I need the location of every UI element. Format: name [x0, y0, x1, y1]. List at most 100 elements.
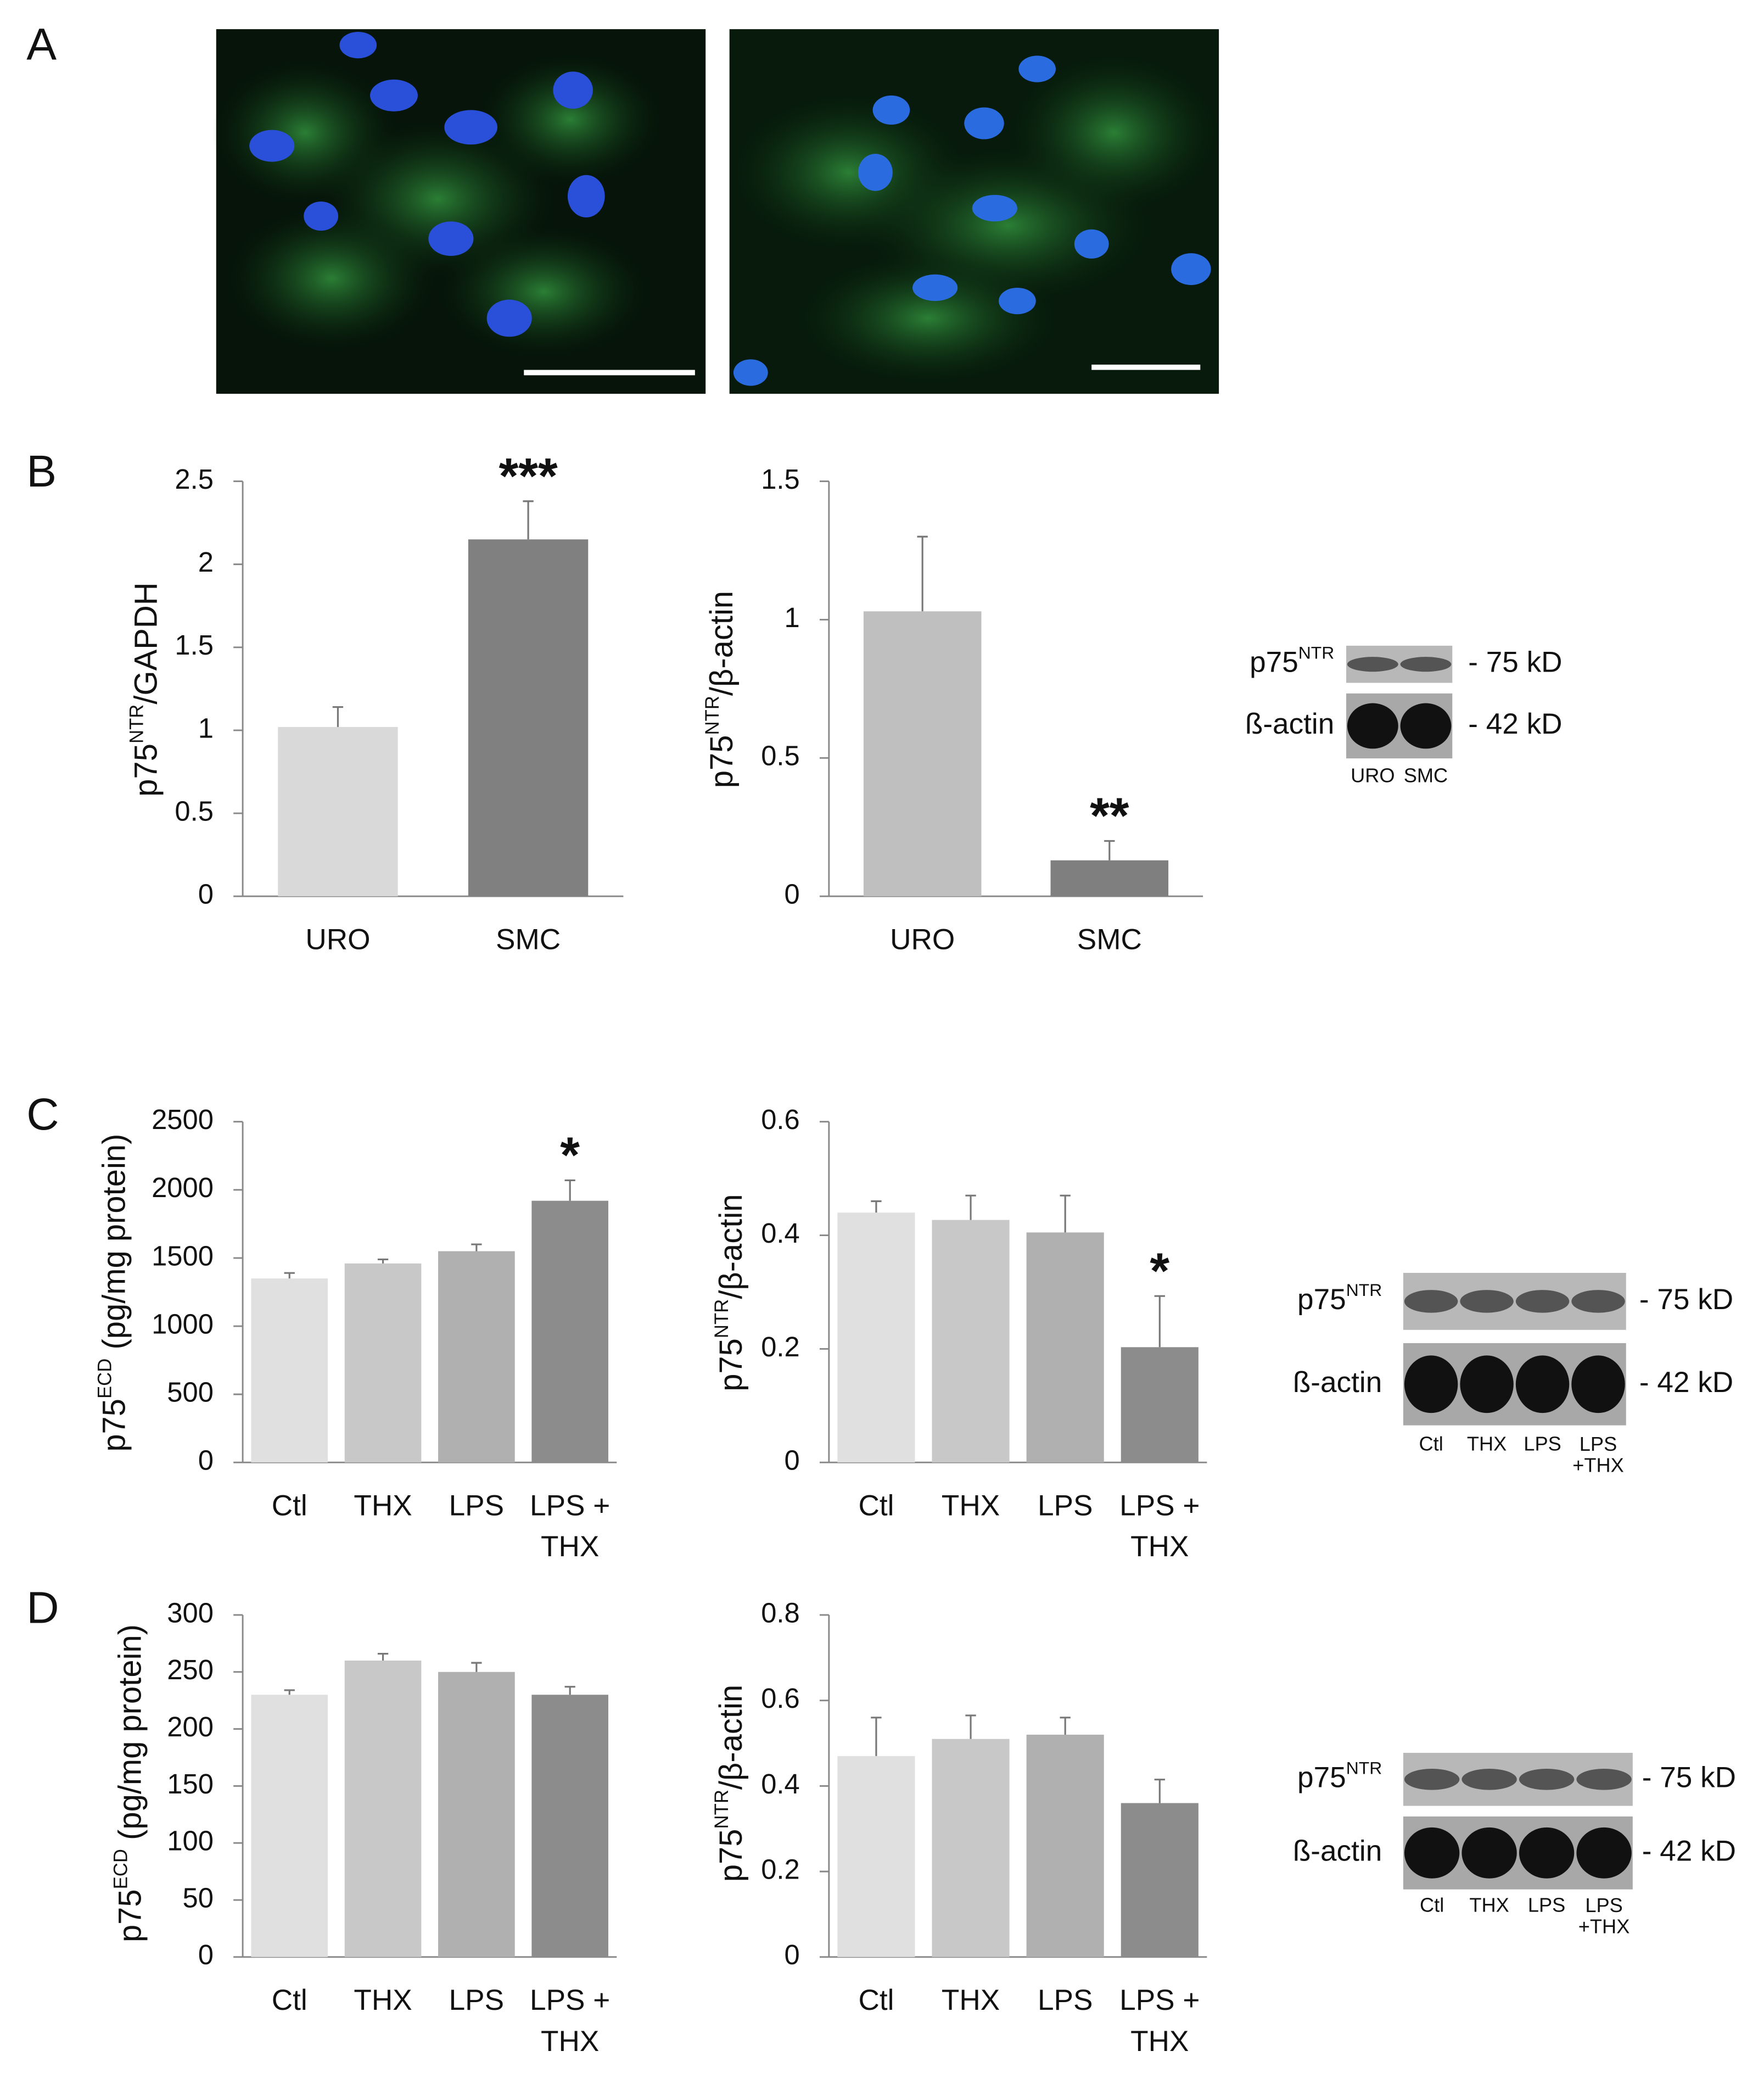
blot-row-label-part: p75 [1297, 1283, 1346, 1316]
blot-lane-label-line: LPS [1580, 1432, 1617, 1455]
blot-lane-label: URO [1351, 764, 1395, 786]
x-tick-label: LPS + THX [1119, 1489, 1200, 1563]
y-axis-label-part: p75 [129, 744, 164, 797]
x-tick-label: Ctl [858, 1984, 894, 2016]
blot-band [1461, 1768, 1517, 1790]
blot-band [1400, 657, 1452, 672]
blot-size-label: - 75 kD [1468, 646, 1562, 679]
x-tick-label-line: THX [541, 1530, 599, 1563]
y-tick-label: 0.5 [175, 795, 214, 826]
blot-lane-label: LPS +THX [1572, 1432, 1624, 1476]
bar [531, 1200, 609, 1463]
blot-band [1347, 703, 1398, 749]
x-tick-label: LPS + THX [530, 1984, 610, 2058]
y-tick-label: 1.5 [175, 629, 214, 661]
y-tick-label: 0 [785, 879, 800, 910]
blot-band [1404, 1290, 1458, 1313]
y-tick-label: 0.8 [761, 1597, 800, 1628]
bar [344, 1263, 422, 1463]
bar [1121, 1347, 1199, 1463]
y-axis-label-part: NTR [127, 705, 148, 744]
blot-lane-label: SMC [1404, 764, 1448, 786]
y-tick-label: 1000 [152, 1308, 214, 1339]
y-axis-label: p75NTR/β-actin [712, 1685, 749, 1882]
blot-size-label: - 42 kD [1468, 708, 1562, 740]
x-tick-label: THX [354, 1984, 412, 2016]
y-tick-label: 0.5 [761, 740, 800, 772]
x-tick-label: LPS [449, 1489, 504, 1522]
micrograph [729, 29, 1220, 394]
x-tick-label: SMC [1077, 923, 1142, 955]
y-axis-label: p75NTR/GAPDH [127, 582, 164, 796]
bar [863, 611, 982, 897]
blot-lane-label-line: LPS [1585, 1894, 1622, 1916]
y-axis-label-part: p75 [714, 1829, 749, 1882]
bar [468, 539, 589, 897]
blot-band [1519, 1768, 1575, 1790]
panel-label: D [26, 1583, 59, 1633]
bar [1026, 1734, 1104, 1957]
x-tick-label-line: LPS + [530, 1984, 610, 2016]
y-tick-label: 0.4 [761, 1217, 800, 1249]
bar [278, 726, 398, 897]
blot-band [1515, 1355, 1570, 1413]
x-tick-label: Ctl [272, 1489, 307, 1522]
y-axis-label-part: p75 [113, 1889, 148, 1942]
x-tick-label: LPS + THX [530, 1489, 610, 1563]
x-tick-label-line: LPS + [530, 1489, 610, 1522]
x-tick-label: Ctl [272, 1984, 307, 2016]
bar [1026, 1232, 1104, 1463]
blot-band [1404, 1355, 1458, 1413]
x-tick-label-line: LPS + [1119, 1489, 1200, 1522]
panel-label: B [26, 446, 57, 496]
blot-lane-label-line: +THX [1572, 1454, 1624, 1476]
y-tick-label: 2 [198, 546, 214, 578]
blot-size-label: - 75 kD [1642, 1761, 1736, 1793]
y-tick-label: 1 [198, 712, 214, 744]
x-tick-label: LPS [449, 1984, 504, 2016]
bar [344, 1660, 422, 1957]
y-axis-label-part: /β-actin [704, 591, 740, 696]
x-tick-label: URO [305, 923, 370, 955]
x-tick-label: SMC [496, 923, 561, 955]
y-axis-label-part: p75 [714, 1338, 749, 1391]
blot-size-label: - 75 kD [1639, 1283, 1733, 1316]
y-tick-label: 1500 [152, 1240, 214, 1271]
blot-band [1576, 1768, 1632, 1790]
blot-row-label-part: NTR [1346, 1280, 1382, 1300]
y-axis-label-part: (pg/mg protein) [113, 1624, 148, 1849]
blot-row-label-part: ß-actin [1245, 708, 1334, 740]
y-axis-label-part: p75 [704, 735, 740, 788]
y-tick-label: 300 [167, 1597, 214, 1628]
y-tick-label: 0.4 [761, 1768, 800, 1799]
bar [531, 1695, 609, 1957]
blot-row-label-part: NTR [1346, 1758, 1382, 1778]
blot-row-label: ß-actin [1245, 708, 1334, 740]
bar [932, 1220, 1010, 1463]
significance-label: *** [499, 448, 558, 504]
bar [251, 1278, 328, 1463]
y-axis-label-part: /β-actin [714, 1194, 749, 1299]
blot-lane-label: THX [1467, 1432, 1507, 1455]
y-axis-label: p75ECD (pg/mg protein) [95, 1134, 132, 1452]
blot-band [1404, 1827, 1460, 1879]
x-tick-label-line: LPS + [1119, 1984, 1200, 2016]
y-tick-label: 0.6 [761, 1683, 800, 1714]
bar [438, 1672, 515, 1957]
panel-label: C [26, 1089, 59, 1139]
blot-band [1460, 1355, 1514, 1413]
blot-lane-label: Ctl [1420, 1894, 1444, 1916]
x-tick-label: LPS [1038, 1489, 1093, 1522]
y-tick-label: 200 [167, 1711, 214, 1742]
blot-size-label: - 42 kD [1642, 1835, 1736, 1867]
blot-lane-label-line: +THX [1578, 1915, 1630, 1937]
blot-lane-label: LPS +THX [1578, 1894, 1630, 1938]
blot-lane-label: LPS [1528, 1894, 1565, 1916]
y-tick-label: 0.2 [761, 1854, 800, 1885]
blot-band [1576, 1827, 1632, 1879]
y-tick-label: 0 [198, 1445, 214, 1476]
x-tick-label-line: THX [1130, 2025, 1189, 2058]
y-tick-label: 0 [785, 1939, 800, 1970]
